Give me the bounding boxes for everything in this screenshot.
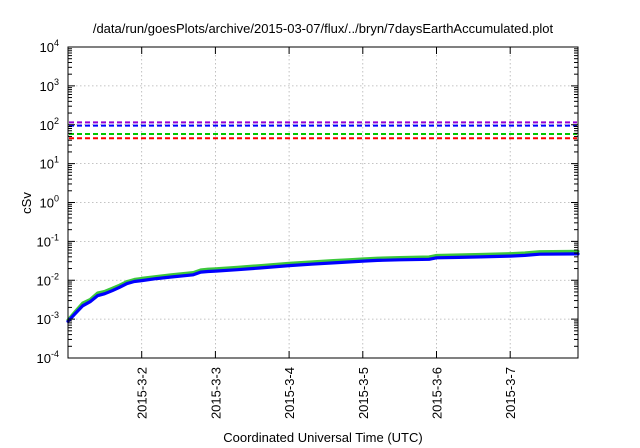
x-tick-label: 2015-3-7 [503,367,518,419]
chart-title: /data/run/goesPlots/archive/2015-03-07/f… [93,21,554,36]
x-tick-label: 2015-3-5 [356,367,371,419]
x-tick-label: 2015-3-3 [208,367,223,419]
y-tick-label: 10-4 [37,349,59,366]
y-tick-label: 102 [40,116,59,133]
x-tick-label: 2015-3-4 [282,367,297,419]
series-line [66,252,580,323]
y-tick-label: 101 [40,155,59,172]
y-tick-label: 100 [40,194,59,211]
y-axis-label: cSv [19,192,34,214]
series-lines [66,249,580,323]
series-line [66,249,580,322]
y-tick-label: 10-1 [37,232,59,249]
x-tick-labels: 2015-3-2 2015-3-3 2015-3-4 2015-3-5 2015-3-6… [135,367,518,419]
x-tick-label: 2015-3-6 [429,367,444,419]
x-axis-label: Coordinated Universal Time (UTC) [223,430,422,445]
tick-marks [68,46,578,359]
y-tick-label: 10-3 [37,310,59,327]
x-tick-label: 2015-3-2 [135,367,150,419]
threshold-lines [69,121,577,140]
y-tick-label: 10-2 [37,271,59,288]
y-tick-label: 103 [40,77,59,94]
grid [68,47,578,358]
y-tick-labels: 10-4 10-3 10-2 10-1 100 101 102 103 104 [37,38,59,366]
y-tick-label: 104 [40,38,59,55]
